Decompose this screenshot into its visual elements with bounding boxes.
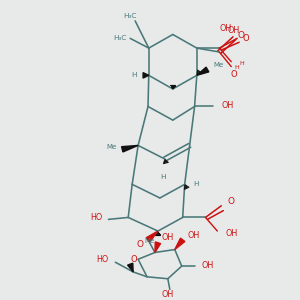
Text: OH: OH: [162, 233, 174, 242]
Text: H: H: [160, 174, 166, 180]
Text: HO: HO: [90, 213, 102, 222]
Text: OH: OH: [188, 231, 200, 240]
Text: O: O: [136, 240, 143, 249]
Polygon shape: [128, 263, 133, 272]
Text: H: H: [239, 61, 244, 66]
Text: OH: OH: [162, 290, 174, 299]
Text: O: O: [237, 31, 244, 40]
Text: Me: Me: [145, 238, 155, 244]
Text: H₃C: H₃C: [113, 35, 126, 41]
Text: O: O: [242, 34, 249, 43]
Text: OH: OH: [202, 261, 214, 270]
Text: H₃C: H₃C: [124, 13, 137, 19]
Text: HO: HO: [96, 255, 108, 264]
Text: Me: Me: [106, 144, 116, 150]
Text: H: H: [194, 181, 199, 187]
Text: OH: OH: [221, 101, 234, 110]
Polygon shape: [197, 67, 209, 75]
Polygon shape: [175, 238, 185, 250]
Text: Me: Me: [213, 61, 224, 68]
Text: O: O: [231, 70, 238, 79]
Text: OH: OH: [225, 229, 238, 238]
Polygon shape: [155, 242, 160, 253]
Polygon shape: [143, 73, 149, 78]
Text: H: H: [132, 72, 137, 78]
Text: OH: OH: [227, 26, 239, 35]
Text: O: O: [130, 255, 137, 264]
Polygon shape: [122, 146, 138, 152]
Text: O: O: [227, 197, 234, 206]
Text: OH: OH: [219, 24, 231, 33]
Polygon shape: [146, 231, 158, 242]
Text: H: H: [235, 65, 240, 70]
